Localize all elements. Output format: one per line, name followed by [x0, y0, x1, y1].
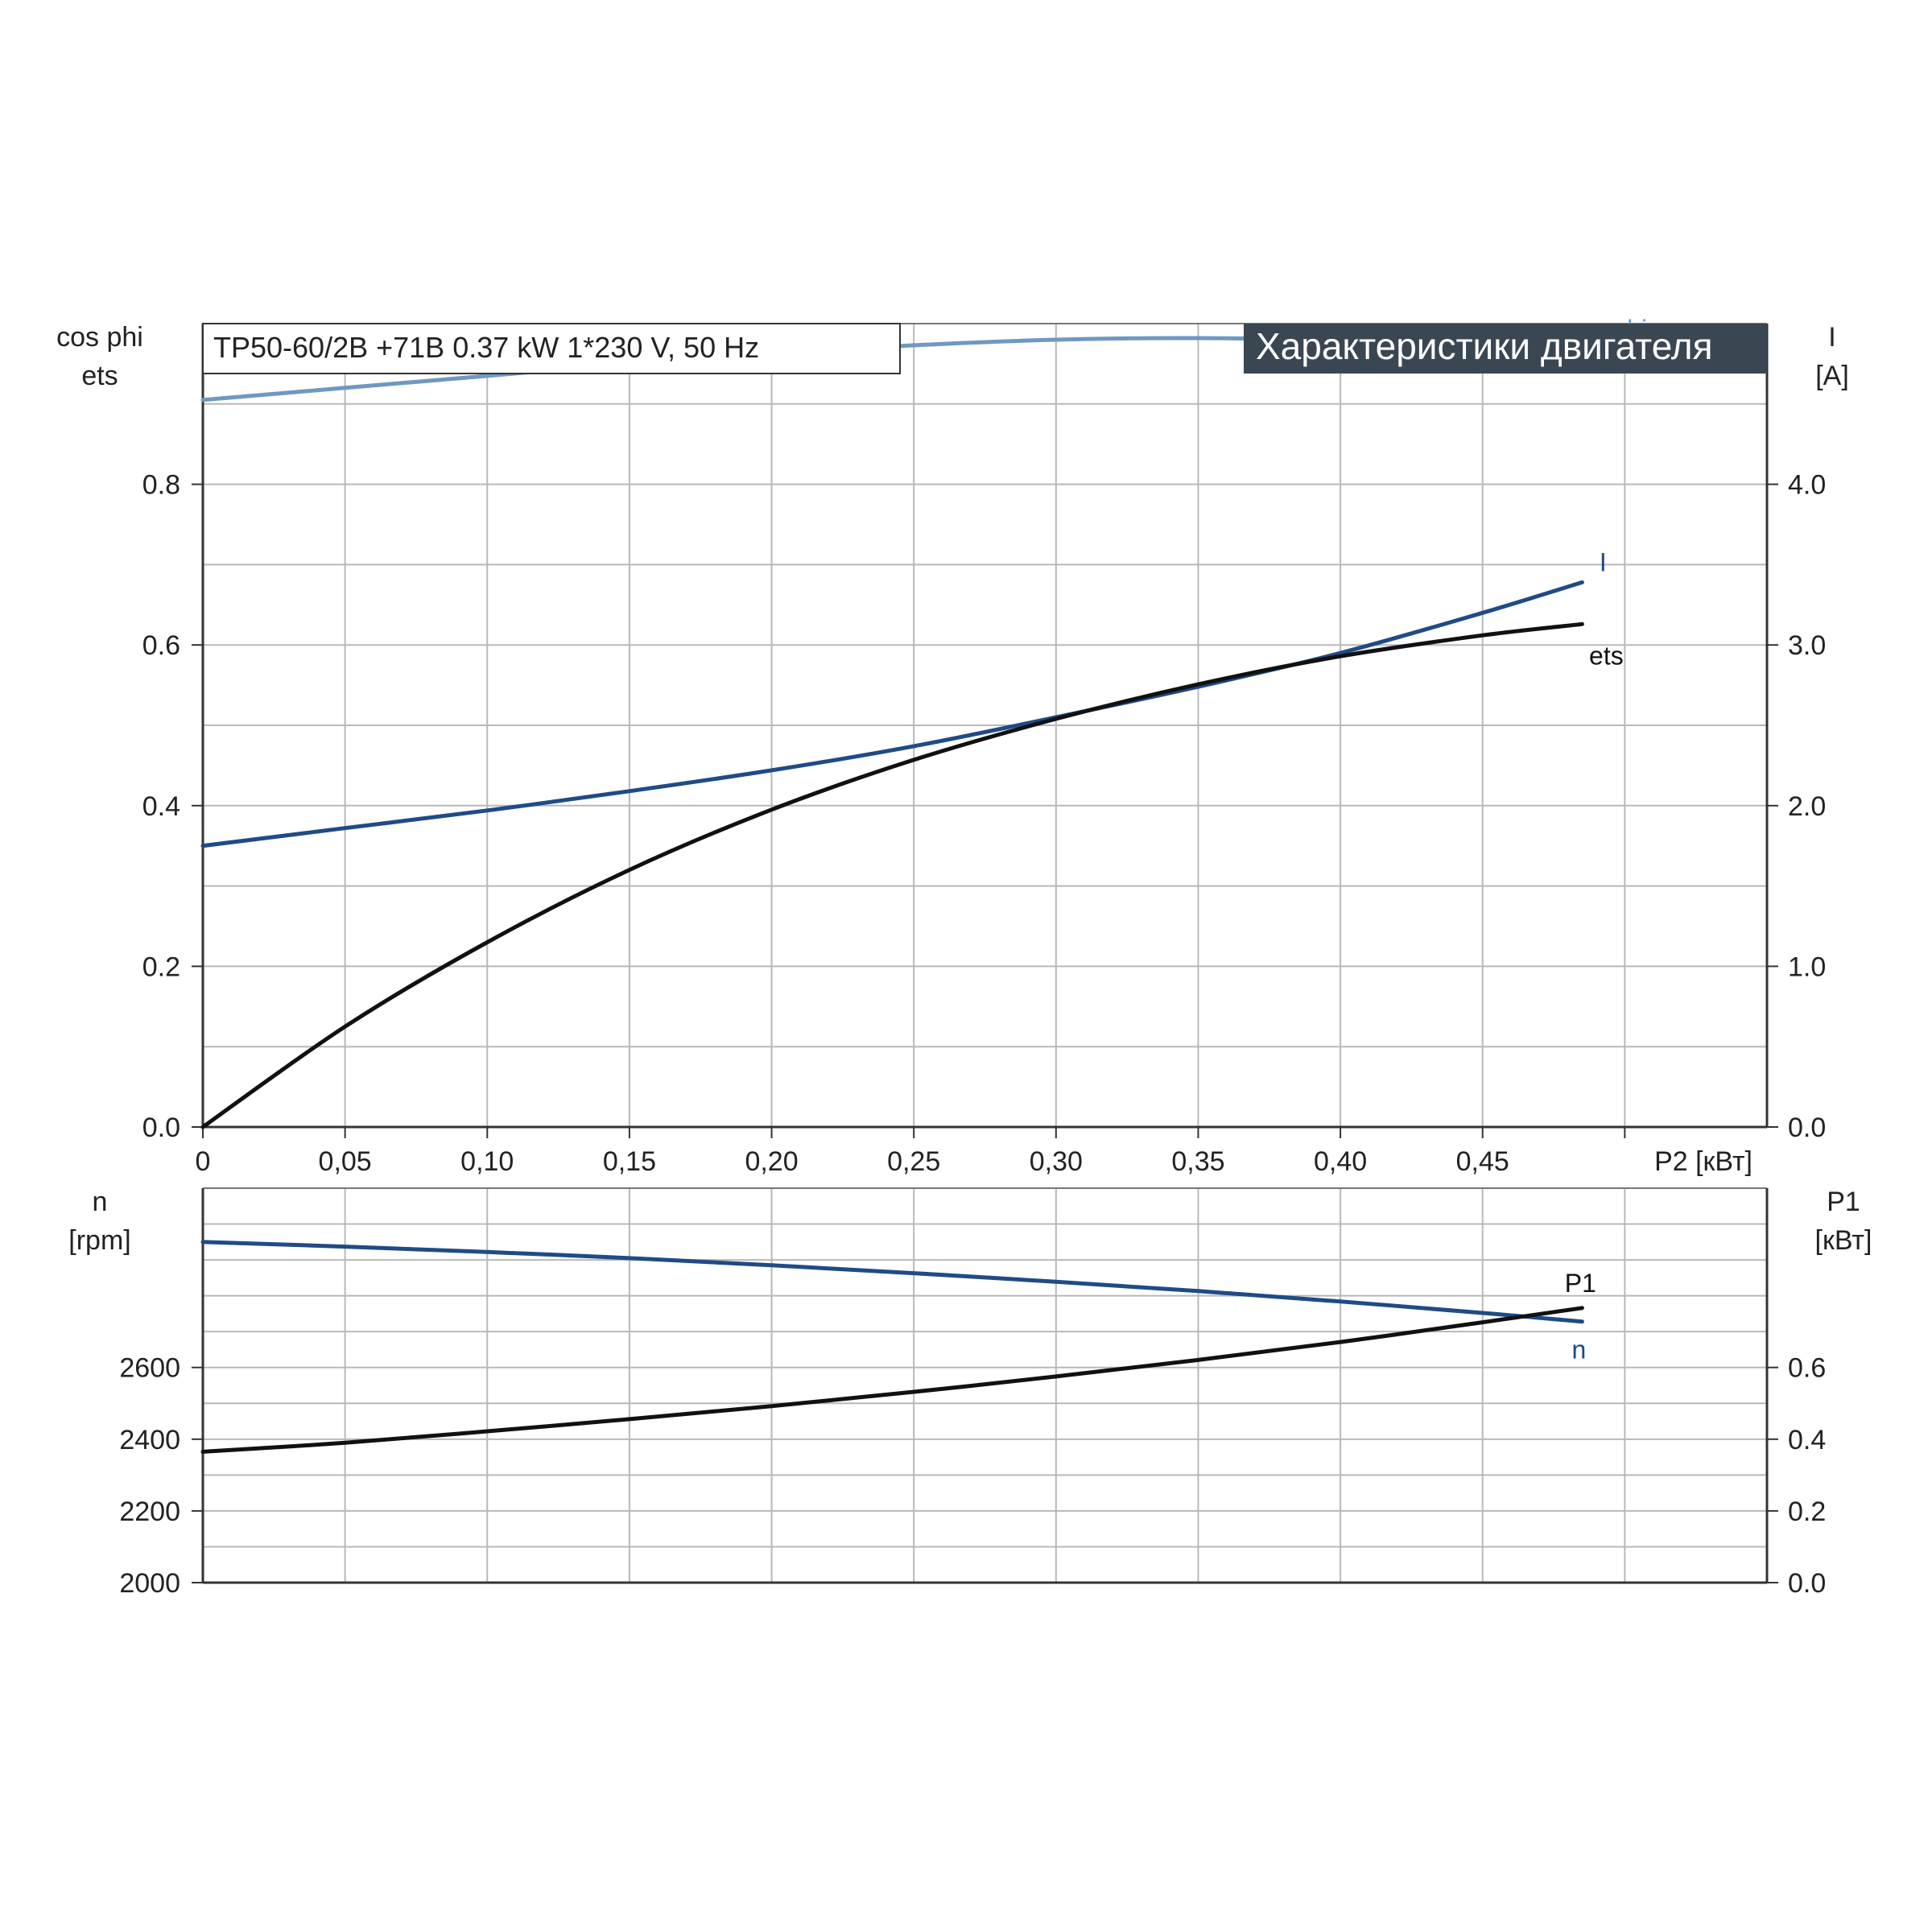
- series-line-current: [200, 580, 1584, 848]
- series-label-p1: P1: [1565, 1269, 1596, 1298]
- left-tick-label: 0.4: [142, 791, 180, 822]
- series-label-speed: n: [1571, 1335, 1586, 1364]
- x-tick-label: 0,35: [1171, 1146, 1224, 1177]
- x-tick-label: 0,40: [1314, 1146, 1367, 1177]
- x-tick-label: 0,45: [1456, 1146, 1509, 1177]
- right-tick-label: 4.0: [1788, 470, 1826, 501]
- model-label: TP50-60/2B +71B 0.37 kW 1*230 V, 50 Hz: [213, 331, 759, 364]
- right-tick-label: 0.0: [1788, 1113, 1826, 1143]
- x-tick-label: 0,30: [1030, 1146, 1083, 1177]
- left-tick-label: 0.8: [142, 470, 180, 501]
- x-axis-label: P2 [кВт]: [1654, 1146, 1752, 1177]
- right-tick-label: 2.0: [1788, 791, 1826, 822]
- right-tick-label: 0.4: [1788, 1425, 1826, 1455]
- right-axis-label: P1: [1827, 1187, 1860, 1217]
- series-line-p1: [200, 1306, 1584, 1454]
- x-tick-label: 0,05: [319, 1146, 372, 1177]
- left-tick-label: 2600: [119, 1353, 180, 1384]
- left-axis-label: [rpm]: [68, 1225, 130, 1256]
- left-tick-label: 2200: [119, 1496, 180, 1527]
- right-axis-label: [A]: [1815, 361, 1849, 391]
- chart-title: Характеристики двигателя: [1256, 325, 1713, 367]
- bottom-plot: 2000 2200 2400 2600 0.0 0.2 0.4 0.6 n [rpm] P1 [кВт…: [68, 1187, 1872, 1599]
- left-axis-label: ets: [81, 361, 118, 391]
- x-tick-label: 0: [196, 1146, 211, 1177]
- right-tick-label: 0.0: [1788, 1568, 1826, 1599]
- left-tick-label: 0.0: [142, 1113, 180, 1143]
- left-tick-label: 0.2: [142, 952, 180, 982]
- right-tick-label: 0.2: [1788, 1496, 1826, 1527]
- series-label-current: I: [1600, 547, 1607, 576]
- x-tick-label: 0,15: [603, 1146, 656, 1177]
- x-tick-label: 0,10: [460, 1146, 514, 1177]
- left-tick-label: 2400: [119, 1425, 180, 1455]
- right-axis-label: I: [1828, 322, 1835, 353]
- x-tick-label: 0,20: [745, 1146, 798, 1177]
- x-tick-label: 0,25: [887, 1146, 940, 1177]
- model-label-box: [202, 323, 901, 374]
- series-line-speed: [200, 1240, 1584, 1324]
- left-axis-label: n: [93, 1187, 108, 1217]
- right-tick-label: 0.6: [1788, 1353, 1826, 1384]
- series-label-ets: ets: [1589, 641, 1624, 670]
- right-tick-label: 3.0: [1788, 630, 1826, 661]
- left-tick-label: 0.6: [142, 630, 180, 661]
- title-badge: [1244, 324, 1767, 374]
- right-axis-label: [кВт]: [1815, 1225, 1872, 1256]
- series-line-ets: [200, 621, 1584, 1129]
- right-tick-label: 1.0: [1788, 952, 1826, 982]
- left-tick-label: 2000: [119, 1568, 180, 1599]
- left-axis-label: cos phi: [56, 322, 143, 353]
